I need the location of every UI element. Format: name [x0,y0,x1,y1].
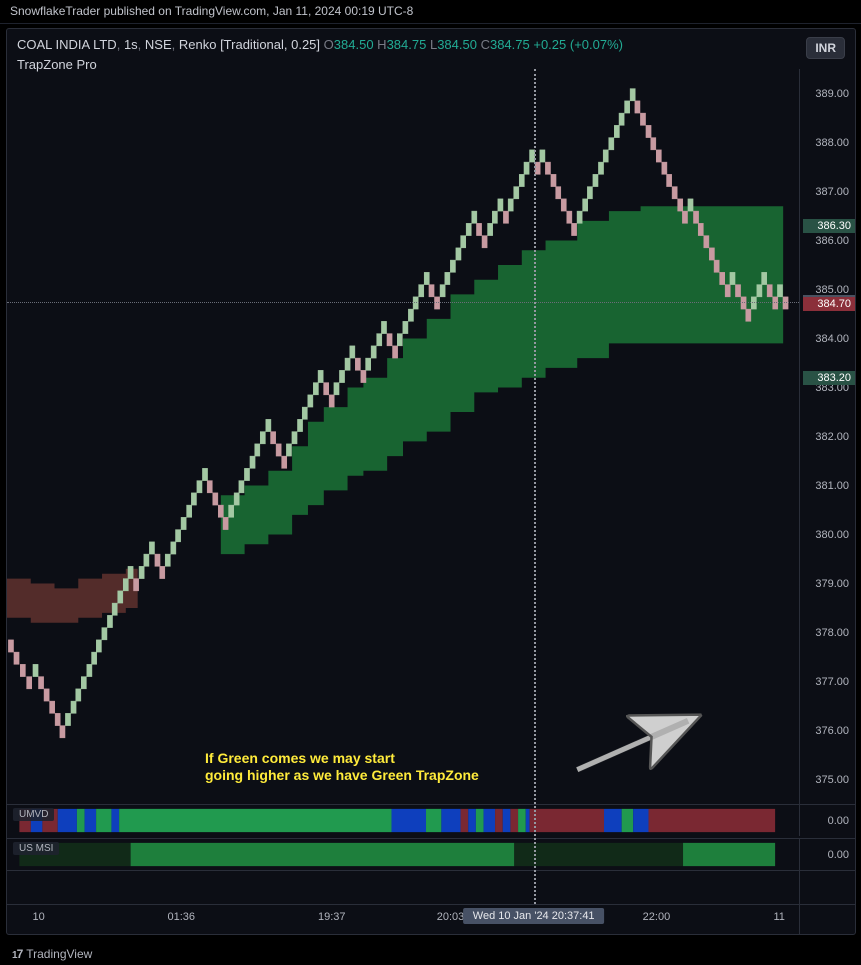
y-tick: 377.00 [815,676,849,688]
symbol-row: COAL INDIA LTD, 1s, NSE, Renko [Traditio… [17,37,623,52]
y-tick: 381.00 [815,480,849,492]
y-tick: 386.00 [815,235,849,247]
price-tag: 383.20 [803,371,855,385]
umvd-svg [7,805,799,836]
ohlc-chg: +0.25 [533,37,566,52]
x-tick: 01:36 [167,911,195,923]
x-tick: 20:03 [437,911,465,923]
y-tick: 385.00 [815,284,849,296]
umvd-y-value: 0.00 [828,815,849,827]
x-crosshair-label: Wed 10 Jan '24 20:37:41 [463,908,605,924]
y-tick: 378.00 [815,627,849,639]
footer-brand: TradingView [26,947,92,961]
x-tick: 19:37 [318,911,346,923]
x-tick: 22:00 [643,911,671,923]
spacer-pane [7,870,799,904]
tradingview-logo-icon: 17 [12,947,22,961]
y-tick: 384.00 [815,333,849,345]
ohlc-chg-pct: (+0.07%) [570,37,623,52]
y-tick: 388.00 [815,137,849,149]
crosshair-horizontal [7,302,799,303]
price-tag: 386.30 [803,219,855,233]
x-axis[interactable]: 10 01:36 19:37 20:03 22:00 11 Wed 10 Jan '24 2… [7,904,799,934]
symbol-exchange: NSE [145,37,172,52]
symbol-name: COAL INDIA LTD [17,37,117,52]
annotation-text: If Green comes we may startgoing higher … [205,750,479,785]
footer: 17 TradingView [12,947,92,961]
publish-text: SnowflakeTrader published on TradingView… [10,4,413,18]
ohlc-open: 384.50 [334,37,374,52]
y-tick: 389.00 [815,88,849,100]
y-tick: 382.00 [815,431,849,443]
symbol-chart-type: Renko [Traditional, 0.25] [179,37,320,52]
crosshair-vertical [534,69,536,904]
y-tick: 376.00 [815,725,849,737]
indicator-name-label: TrapZone Pro [17,57,97,72]
umvd-label: UMVD [13,808,54,821]
usmsi-y-value: 0.00 [828,849,849,861]
usmsi-label: US MSI [13,842,59,855]
x-tick: 11 [773,911,784,923]
ohlc-close: 384.75 [490,37,530,52]
y-tick: 379.00 [815,578,849,590]
publish-header: SnowflakeTrader published on TradingView… [0,0,861,24]
umvd-y-axis: 0.00 [799,804,855,836]
usmsi-pane[interactable]: US MSI [7,838,799,870]
y-tick: 387.00 [815,186,849,198]
umvd-pane[interactable]: UMVD [7,804,799,836]
ohlc-high: 384.75 [387,37,427,52]
usmsi-svg [7,839,799,870]
currency-badge[interactable]: INR [806,37,845,59]
spacer-y [799,870,855,904]
x-tick: 10 [33,911,45,923]
chart-svg [7,69,799,804]
y-axis[interactable]: 389.00 388.00 387.00 386.00 385.00 384.00 383.… [799,69,855,804]
symbol-interval: 1s [124,37,138,52]
x-axis-corner [799,904,855,934]
y-tick: 375.00 [815,774,849,786]
usmsi-y-axis: 0.00 [799,838,855,870]
ohlc-low: 384.50 [437,37,477,52]
chart-container: COAL INDIA LTD, 1s, NSE, Renko [Traditio… [6,28,856,935]
y-tick: 380.00 [815,529,849,541]
price-tag: 384.70 [803,297,855,311]
price-pane[interactable]: If Green comes we may startgoing higher … [7,69,799,804]
